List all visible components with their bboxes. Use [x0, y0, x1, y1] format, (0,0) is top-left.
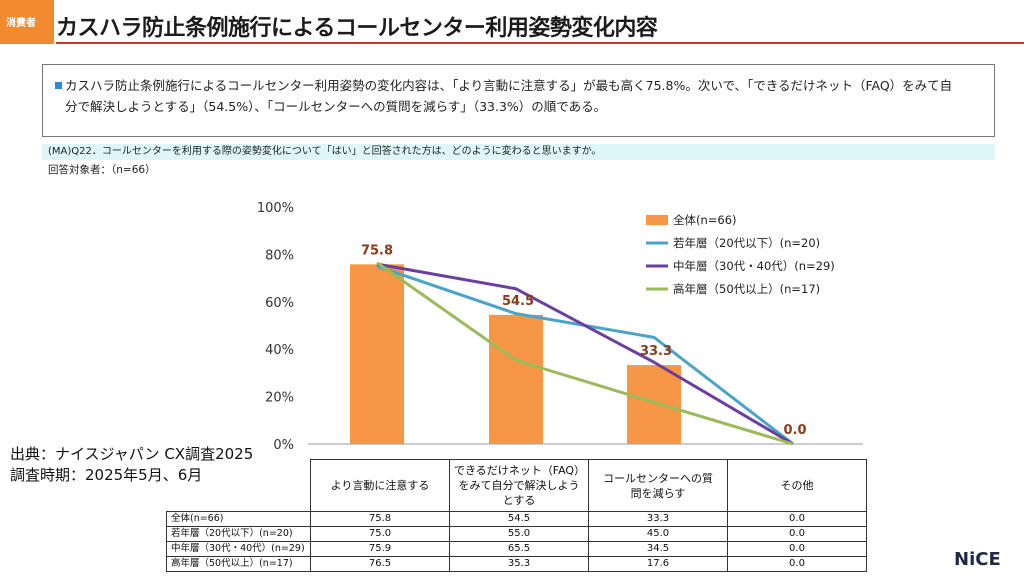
table-cell: 45.0 — [588, 526, 728, 542]
series-line — [376, 262, 794, 446]
y-tick-label: 60% — [265, 296, 294, 311]
column-header-line: できるだけネット（FAQ） — [454, 464, 586, 477]
table-cell: 65.5 — [449, 541, 589, 557]
data-table: より言動に注意する できるだけネット（FAQ） をみて自分で解決しよう とする … — [166, 459, 867, 572]
legend-label: 高年層（50代以上）(n=17) — [673, 282, 820, 296]
column-header-line: とする — [502, 494, 536, 507]
legend-label: 若年層（20代以下）(n=20) — [673, 236, 820, 250]
row-label: 全体(n=66) — [166, 511, 311, 527]
table-row: 中年層（30代・40代）(n=29) 75.9 65.5 34.5 0.0 — [166, 541, 867, 557]
y-tick-label: 100% — [257, 201, 294, 216]
source-line: 出典：ナイスジャパン CX調査2025 — [10, 445, 254, 463]
table-row: 全体(n=66) 75.8 54.5 33.3 0.0 — [166, 511, 867, 527]
bar — [350, 264, 404, 444]
y-tick-label: 40% — [265, 343, 294, 358]
y-tick-label: 0% — [273, 438, 294, 453]
survey-period-line: 調査時期：2025年5月、6月 — [10, 466, 203, 484]
respondent-count: 回答対象者：（n=66） — [48, 164, 156, 176]
table-cell: 0.0 — [727, 556, 867, 572]
table-cell: 0.0 — [727, 511, 867, 527]
table-cell: 33.3 — [588, 511, 728, 527]
column-header: できるだけネット（FAQ） をみて自分で解決しよう とする — [449, 459, 589, 512]
data-label: 0.0 — [783, 423, 806, 438]
table-cell: 35.3 — [449, 556, 589, 572]
title-underline — [56, 42, 1024, 44]
question-text: (MA)Q22．コールセンターを利用する際の姿勢変化について「はい」と回答された… — [42, 144, 995, 160]
summary-line-1: カスハラ防止条例施行によるコールセンター利用姿勢の変化内容は、「より言動に注意す… — [65, 78, 953, 93]
table-cell: 75.9 — [310, 541, 450, 557]
table-row: 高年層（50代以上）(n=17) 76.5 35.3 17.6 0.0 — [166, 556, 867, 572]
y-tick-label: 20% — [265, 391, 294, 406]
data-label: 75.8 — [361, 243, 393, 258]
table-cell: 34.5 — [588, 541, 728, 557]
bar — [489, 314, 543, 444]
column-header-line: その他 — [780, 479, 814, 492]
category-tag: 消費者 — [0, 0, 54, 44]
company-logo: NiCE — [954, 549, 1001, 570]
table-cell: 75.0 — [310, 526, 450, 542]
table-cell: 76.5 — [310, 556, 450, 572]
table-header-row: より言動に注意する できるだけネット（FAQ） をみて自分で解決しよう とする … — [166, 459, 867, 512]
data-label: 54.5 — [502, 294, 534, 309]
table-cell: 55.0 — [449, 526, 589, 542]
legend-label: 全体(n=66) — [673, 213, 737, 227]
column-header: コールセンターへの質 問を減らす — [588, 459, 728, 512]
column-header: その他 — [727, 459, 867, 512]
legend-swatch — [646, 215, 668, 225]
column-header-line: 問を減らす — [630, 486, 686, 500]
table-cell: 54.5 — [449, 511, 589, 527]
bullet-icon — [55, 82, 62, 89]
column-header: より言動に注意する — [310, 459, 450, 512]
column-header-line: をみて自分で解決しよう — [458, 479, 580, 492]
data-label: 33.3 — [640, 344, 672, 359]
summary-box: カスハラ防止条例施行によるコールセンター利用姿勢の変化内容は、「より言動に注意す… — [42, 64, 995, 137]
legend-label: 中年層（30代・40代）(n=29) — [673, 259, 835, 273]
series-line — [376, 261, 794, 446]
source-note: 出典：ナイスジャパン CX調査2025 調査時期：2025年5月、6月 — [10, 444, 253, 486]
bar — [627, 365, 681, 444]
column-header-line: コールセンターへの質 — [603, 471, 713, 485]
table-cell: 75.8 — [310, 511, 450, 527]
table-row: 若年層（20代以下）(n=20) 75.0 55.0 45.0 0.0 — [166, 526, 867, 542]
column-header-line: より言動に注意する — [330, 479, 430, 492]
category-tag-label: 消費者 — [6, 18, 36, 29]
page-title: カスハラ防止条例施行によるコールセンター利用姿勢変化内容 — [56, 16, 658, 41]
table-corner — [166, 459, 311, 512]
row-label: 若年層（20代以下）(n=20) — [166, 526, 311, 542]
y-tick-label: 80% — [265, 248, 294, 263]
table-cell: 0.0 — [727, 526, 867, 542]
row-label: 高年層（50代以上）(n=17) — [166, 556, 311, 572]
table-cell: 17.6 — [588, 556, 728, 572]
table-cell: 0.0 — [727, 541, 867, 557]
summary-line-2: 分で解決しようとする」（54.5%）、「コールセンターへの質問を減らす」（33.… — [65, 99, 607, 114]
row-label: 中年層（30代・40代）(n=29) — [166, 541, 311, 557]
